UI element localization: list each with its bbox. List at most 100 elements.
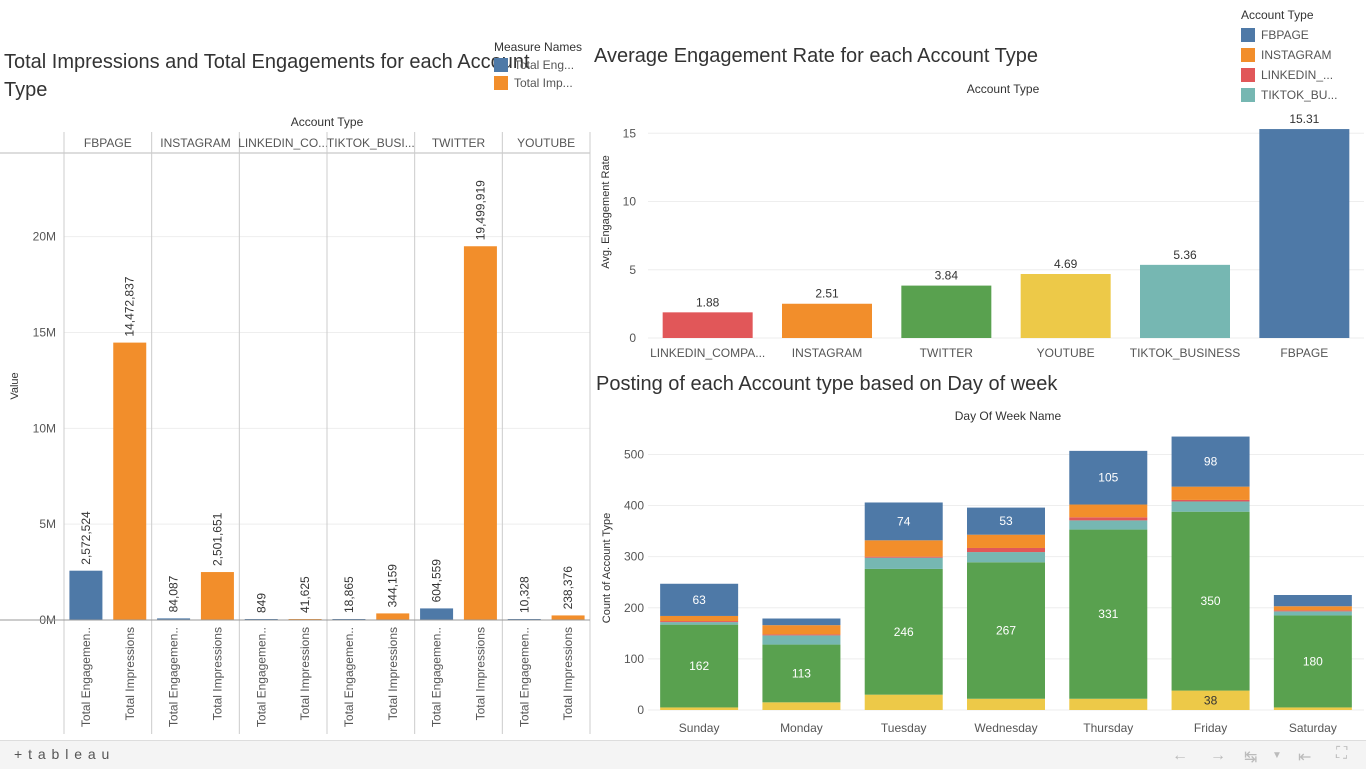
pause-icon[interactable]: ⇤ bbox=[1298, 749, 1312, 766]
legend-swatch bbox=[1241, 68, 1255, 82]
tableau-footer: + t a b l e a u ← → ↹ ▼ ⇤ ⛶ bbox=[0, 740, 1366, 769]
bar-segment bbox=[1273, 611, 1352, 616]
bar-segment bbox=[864, 540, 943, 557]
legend-item-impressions[interactable]: Total Imp... bbox=[494, 76, 582, 90]
posting-by-day-chart[interactable]: Day Of Week Name 0 100 200 300 400 500 Count of… bbox=[592, 404, 1366, 738]
chart2-header: Account Type bbox=[967, 82, 1040, 96]
data-label: 344,159 bbox=[386, 564, 400, 608]
bar bbox=[200, 572, 234, 620]
data-label: 849 bbox=[254, 593, 268, 613]
y-tick-label: 100 bbox=[624, 652, 644, 666]
x-tick-label: Total Impressions bbox=[473, 627, 487, 720]
bar-segment bbox=[660, 624, 739, 708]
bar-segment bbox=[1069, 504, 1148, 518]
bar-segment bbox=[967, 698, 1045, 710]
bar bbox=[376, 613, 410, 620]
bar-segment bbox=[967, 562, 1045, 699]
x-tick-label: FBPAGE bbox=[1280, 346, 1328, 360]
legend-swatch bbox=[1241, 88, 1255, 102]
data-label: 162 bbox=[689, 659, 709, 673]
chart3-title: Posting of each Account type based on Da… bbox=[596, 373, 1058, 395]
bar-segment bbox=[864, 694, 943, 710]
bar-segment bbox=[660, 621, 739, 623]
bar-segment bbox=[660, 615, 739, 622]
undo-icon[interactable]: ← bbox=[1172, 747, 1188, 764]
legend-label: TIKTOK_BU... bbox=[1261, 88, 1338, 102]
bar bbox=[782, 303, 872, 338]
x-tick-label: Total Engagemen.. bbox=[167, 627, 181, 727]
legend-swatch bbox=[494, 58, 508, 72]
data-label: 267 bbox=[996, 624, 1016, 638]
data-label: 1.88 bbox=[696, 295, 720, 309]
category-header: TWITTER bbox=[432, 136, 486, 150]
category-header: FBPAGE bbox=[84, 136, 132, 150]
legend-item-fbpage[interactable]: FBPAGE bbox=[1241, 28, 1337, 42]
x-tick-label: Wednesday bbox=[974, 721, 1037, 735]
chevron-down-icon[interactable]: ▼ bbox=[1272, 750, 1282, 761]
y-axis-title: Value bbox=[9, 372, 21, 399]
impressions-engagements-chart[interactable]: Account Type0M5M10M15M20MValueFBPAGE2,57… bbox=[0, 110, 592, 738]
legend-item-tiktok[interactable]: TIKTOK_BU... bbox=[1241, 88, 1337, 102]
x-tick-label: Total Engagemen.. bbox=[430, 627, 444, 727]
data-label: 238,376 bbox=[561, 566, 575, 610]
bar-segment bbox=[1171, 690, 1250, 710]
x-tick-label: Total Impressions bbox=[561, 627, 575, 720]
y-tick-label: 15 bbox=[623, 126, 637, 140]
data-label: 5.36 bbox=[1173, 248, 1197, 262]
bar-segment bbox=[1273, 707, 1352, 710]
chart3-header: Day Of Week Name bbox=[955, 409, 1062, 423]
data-label: 3.84 bbox=[935, 269, 959, 283]
bar-segment bbox=[762, 618, 841, 626]
bar-segment bbox=[1069, 520, 1148, 530]
account-type-legend[interactable]: Account Type FBPAGE INSTAGRAM LINKEDIN_.… bbox=[1241, 8, 1337, 102]
legend-item-instagram[interactable]: INSTAGRAM bbox=[1241, 48, 1337, 62]
data-label: 14,472,837 bbox=[123, 276, 137, 336]
data-label: 105 bbox=[1098, 471, 1118, 485]
y-tick-label: 5 bbox=[629, 263, 636, 277]
x-tick-label: Total Impressions bbox=[298, 627, 312, 720]
bar-segment bbox=[1273, 615, 1352, 708]
bar-segment bbox=[1069, 450, 1148, 505]
y-tick-label: 10M bbox=[33, 421, 56, 435]
measure-names-legend[interactable]: Measure Names Total Eng... Total Imp... bbox=[494, 40, 582, 90]
legend-label: Total Imp... bbox=[514, 76, 573, 90]
data-label: 19,499,919 bbox=[473, 180, 487, 240]
bar-segment bbox=[762, 625, 841, 635]
bar bbox=[69, 570, 103, 620]
bar-segment bbox=[864, 502, 943, 541]
category-header: INSTAGRAM bbox=[160, 136, 230, 150]
bar-segment bbox=[864, 568, 943, 695]
bar-segment bbox=[1069, 517, 1148, 521]
bar-segment bbox=[1171, 499, 1250, 502]
redo-icon[interactable]: → bbox=[1210, 747, 1226, 764]
bar-segment bbox=[1171, 511, 1250, 691]
bar bbox=[113, 342, 147, 620]
bar-segment bbox=[1273, 595, 1352, 607]
bar-segment bbox=[660, 622, 739, 625]
legend-item-engagement[interactable]: Total Eng... bbox=[494, 58, 582, 72]
legend-item-linkedin[interactable]: LINKEDIN_... bbox=[1241, 68, 1337, 82]
bar-segment bbox=[864, 556, 943, 558]
legend-title: Account Type bbox=[1241, 8, 1314, 22]
x-tick-label: Total Engagemen.. bbox=[517, 627, 531, 727]
bar bbox=[662, 312, 753, 338]
fullscreen-icon[interactable]: ⛶ bbox=[1336, 745, 1348, 762]
x-tick-label: Total Engagemen.. bbox=[79, 627, 93, 727]
y-axis-title: Count of Account Type bbox=[601, 513, 613, 623]
bar-segment bbox=[864, 557, 943, 569]
x-tick-label: Tuesday bbox=[881, 721, 927, 735]
bar-segment bbox=[1069, 698, 1148, 710]
x-tick-label: Sunday bbox=[679, 721, 720, 735]
engagement-rate-chart[interactable]: Account Type 0 5 10 15 Avg. Engagement Rate 1.… bbox=[592, 76, 1366, 364]
x-tick-label: INSTAGRAM bbox=[792, 346, 862, 360]
bar-segment bbox=[967, 547, 1045, 553]
legend-swatch bbox=[494, 76, 508, 90]
y-tick-label: 20M bbox=[33, 230, 56, 244]
bar-segment bbox=[1171, 436, 1250, 487]
y-tick-label: 0 bbox=[637, 703, 644, 717]
revert-icon[interactable]: ↹ bbox=[1244, 749, 1258, 766]
y-tick-label: 5M bbox=[39, 517, 56, 531]
y-axis-title: Avg. Engagement Rate bbox=[600, 155, 612, 269]
x-tick-label: Thursday bbox=[1083, 721, 1133, 735]
y-tick-label: 10 bbox=[623, 195, 637, 209]
